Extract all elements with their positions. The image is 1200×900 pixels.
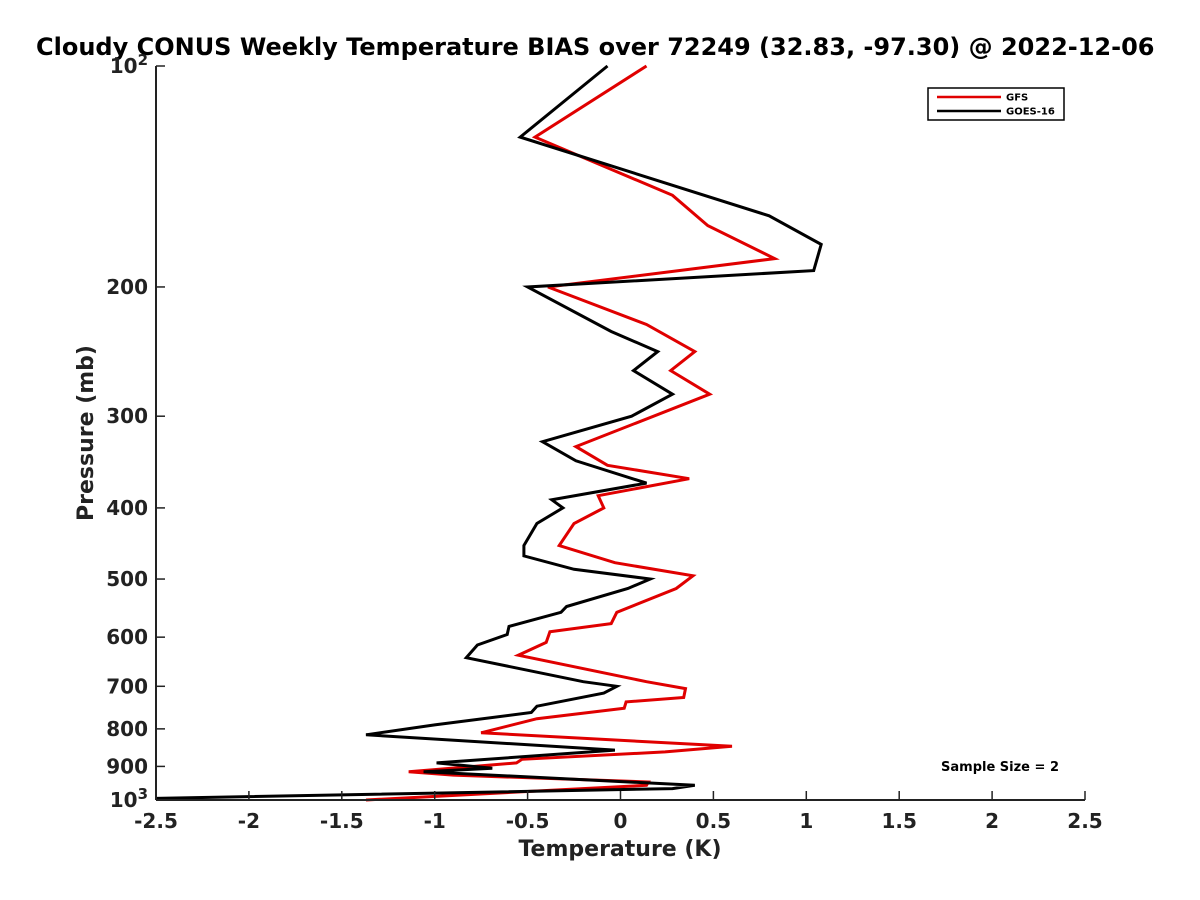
- x-tick-label: 1.5: [881, 809, 916, 833]
- x-tick-label: 2.5: [1067, 809, 1102, 833]
- legend-box: [927, 87, 1065, 121]
- series-line-gfs: [365, 64, 780, 802]
- legend-label: GOES-16: [1006, 107, 1055, 118]
- x-tick-label: 0.5: [696, 809, 731, 833]
- x-tick-label: -0.5: [506, 809, 550, 833]
- x-tick-label: -1: [424, 809, 446, 833]
- plot-area: [156, 66, 1085, 800]
- x-tick-label: -2.5: [134, 809, 178, 833]
- y-tick-label: 200: [106, 275, 148, 299]
- y-tick-label: 102: [110, 51, 148, 78]
- legend: GFS GOES-16: [927, 87, 1065, 121]
- y-tick-label: 900: [106, 754, 148, 778]
- series-layer: [155, 64, 823, 802]
- x-tick-label: 0: [614, 809, 628, 833]
- y-tick-group: 102 200 300 400 500 600 700 800 900 103: [106, 51, 165, 812]
- x-tick-label: -1.5: [320, 809, 364, 833]
- y-tick-label: 800: [106, 717, 148, 741]
- legend-label: GFS: [1006, 93, 1028, 104]
- y-tick-label: 400: [106, 496, 148, 520]
- x-tick-label: 2: [985, 809, 999, 833]
- x-axis-label: Temperature (K): [518, 837, 721, 862]
- chart-title: Cloudy CONUS Weekly Temperature BIAS ove…: [36, 33, 1154, 61]
- y-tick-label: 600: [106, 625, 148, 649]
- x-tick-label: 1: [799, 809, 813, 833]
- y-tick-label: 300: [106, 404, 148, 428]
- sample-size-annotation: Sample Size = 2: [941, 760, 1059, 775]
- x-tick-group: -2.5 -2 -1.5 -1 -0.5 0 0.5 1 1.5 2 2.5: [134, 791, 1103, 833]
- y-tick-label: 103: [110, 785, 148, 812]
- y-tick-label: 500: [106, 567, 148, 591]
- x-tick-label: -2: [238, 809, 260, 833]
- y-tick-label: 700: [106, 674, 148, 698]
- y-axis-label: Pressure (mb): [74, 345, 99, 521]
- series-line-goes-16: [155, 64, 823, 800]
